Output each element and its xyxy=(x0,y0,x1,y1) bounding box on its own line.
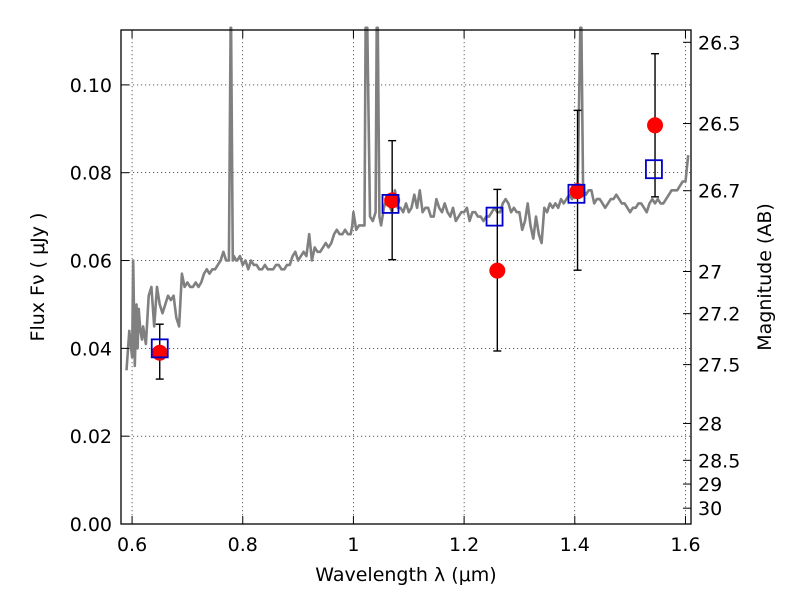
x-tick-label: 1.6 xyxy=(670,534,700,556)
model-point xyxy=(381,193,400,214)
y-tick-label: 0.02 xyxy=(70,426,112,448)
x-tick-label: 1.2 xyxy=(449,534,479,556)
spectrum-line xyxy=(125,26,690,371)
data-points xyxy=(150,117,664,361)
right-axis-label: Magnitude (AB) xyxy=(754,203,776,351)
right-tick-label: 27 xyxy=(698,262,722,284)
x-tick-label: 0.6 xyxy=(117,534,147,556)
observed-point xyxy=(569,183,586,200)
model-point xyxy=(567,183,586,204)
x-axis-label: Wavelength λ (μm) xyxy=(315,564,496,586)
model-point xyxy=(485,206,504,227)
right-tick-label: 26.5 xyxy=(698,114,740,136)
model-spectrum xyxy=(125,26,690,371)
right-tick-label: 28 xyxy=(698,413,722,435)
model-point xyxy=(645,159,663,180)
observed-point xyxy=(489,262,506,279)
right-tick-label: 29 xyxy=(698,474,722,496)
x-tick-label: 0.8 xyxy=(228,534,258,556)
grid-lines xyxy=(121,30,691,525)
y-tick-label: 0.10 xyxy=(70,75,112,97)
model-point xyxy=(150,338,169,359)
observed-point xyxy=(647,117,664,134)
y-tick-label: 0.04 xyxy=(70,338,112,360)
plot-frame xyxy=(120,29,692,525)
axis-ticks: 0.6 0.8 1 1.2 1.4 1.6 0.00 0.02 0.04 0.06 0.08 0.10… xyxy=(70,30,740,556)
right-tick-label: 27.5 xyxy=(698,355,740,377)
y-axis-label: Flux Fν ( μJy ) xyxy=(27,213,49,342)
right-tick-label: 30 xyxy=(698,498,722,520)
right-tick-label: 26.3 xyxy=(698,32,740,54)
right-tick-label: 27.2 xyxy=(698,304,740,326)
y-tick-label: 0.06 xyxy=(70,251,112,273)
observed-point xyxy=(384,192,401,209)
right-tick-label: 26.7 xyxy=(698,181,740,203)
y-tick-label: 0.00 xyxy=(70,514,112,536)
x-tick-label: 1.4 xyxy=(560,534,590,556)
right-tick-label: 28.5 xyxy=(698,450,740,472)
x-tick-label: 1 xyxy=(347,534,359,556)
y-tick-label: 0.08 xyxy=(70,163,112,185)
